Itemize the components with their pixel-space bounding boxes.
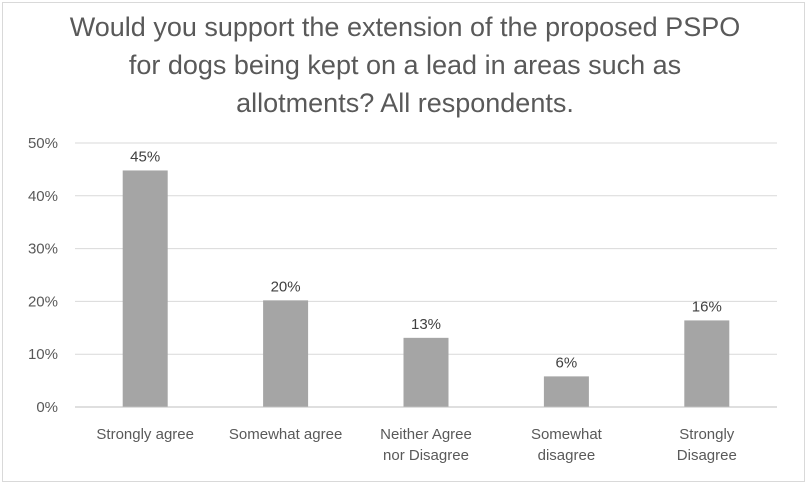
data-label: 13% [411,316,441,333]
y-tick-label: 20% [28,293,58,310]
x-tick-label: Somewhat disagree [531,426,603,464]
data-label: 20% [271,278,301,295]
y-tick-label: 30% [28,241,58,258]
bar [263,300,309,407]
y-tick-label: 10% [28,346,58,363]
y-tick-label: 50% [28,135,58,152]
x-tick-label: Strongly Disagree [677,426,737,464]
x-tick-label: Strongly agree [96,426,194,443]
x-tick-label: Somewhat agree [229,426,342,443]
bar [684,320,730,407]
data-label: 45% [130,148,160,165]
chart-title: Would you support the extension of the p… [69,12,741,118]
y-tick-label: 0% [36,399,58,416]
data-label: 6% [556,354,578,371]
x-tick-label: Neither Agree nor Disagree [380,426,472,464]
bar [122,170,168,407]
bar [543,376,589,407]
y-tick-label: 40% [28,188,58,205]
bar [403,337,449,407]
data-label: 16% [692,298,722,315]
